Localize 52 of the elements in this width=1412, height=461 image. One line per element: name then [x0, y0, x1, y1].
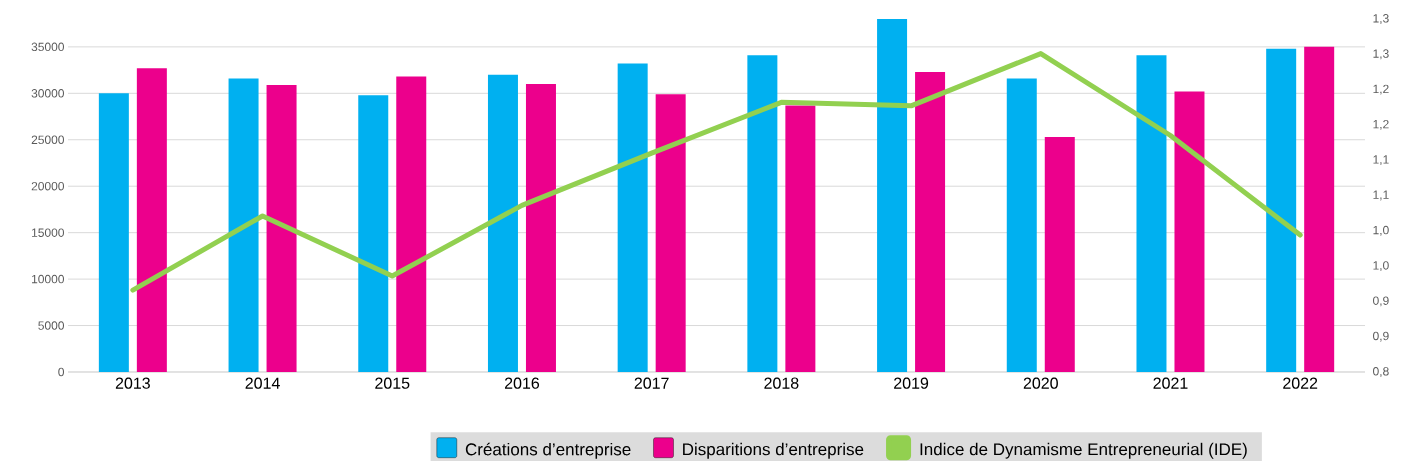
bar	[1304, 46, 1335, 372]
bar	[1006, 78, 1037, 372]
bar	[1044, 136, 1075, 372]
bar	[1266, 48, 1297, 372]
legend-label: Indice de Dynamisme Entrepreneurial (IDE)	[920, 442, 1247, 459]
x-tick-label: 2013	[115, 377, 150, 389]
x-tick-label: 2015	[375, 377, 410, 389]
bar	[396, 76, 427, 372]
y2-tick-label: 0,9	[1373, 331, 1389, 342]
bar	[915, 71, 946, 372]
y2-tick-label: 0,9	[1373, 296, 1389, 307]
y-tick-label: 25000	[31, 135, 64, 145]
y2-tick-label: 1,0	[1373, 225, 1389, 236]
y2-tick-label: 1,3	[1373, 14, 1389, 24]
bar	[358, 95, 389, 372]
y-tick-label: 30000	[31, 89, 64, 98]
x-tick-label: 2021	[1153, 377, 1188, 389]
x-tick-label: 2017	[634, 377, 669, 389]
y2-tick-label: 0,8	[1373, 367, 1389, 377]
x-tick-label: 2018	[764, 377, 799, 389]
y2-tick-label: 1,2	[1373, 119, 1389, 130]
x-tick-label: 2016	[504, 377, 540, 389]
x-tick-label: 2019	[894, 377, 929, 389]
bar	[877, 19, 908, 372]
y-tick-label: 10000	[32, 274, 64, 284]
bar	[1174, 91, 1205, 372]
legend-label: Disparitions d’entreprise	[683, 442, 864, 459]
bar	[266, 84, 297, 372]
bar	[98, 93, 129, 372]
y-tick-label: 0	[58, 367, 65, 377]
bar	[747, 55, 778, 372]
x-tick-label: 2014	[245, 377, 280, 389]
bar	[228, 78, 259, 372]
bar	[525, 84, 556, 372]
bar	[136, 68, 167, 372]
y2-tick-label: 1,1	[1373, 155, 1389, 166]
bar	[655, 94, 686, 372]
x-tick-label: 2022	[1283, 377, 1318, 389]
y-tick-label: 20000	[31, 181, 64, 191]
x-tick-label: 2020	[1023, 377, 1058, 389]
legend-label: Créations d’entreprise	[465, 442, 631, 459]
y2-tick-label: 1,2	[1373, 84, 1389, 95]
bar	[617, 63, 648, 372]
bar	[1136, 55, 1167, 372]
y-tick-label: 35000	[31, 42, 64, 52]
y-tick-label: 15000	[32, 228, 64, 237]
y2-tick-label: 1,1	[1373, 190, 1389, 201]
y-tick-label: 5000	[38, 321, 64, 330]
y2-tick-label: 1,3	[1373, 49, 1389, 60]
y2-tick-label: 1,0	[1373, 261, 1389, 272]
bar	[785, 105, 816, 372]
bar	[487, 74, 518, 372]
